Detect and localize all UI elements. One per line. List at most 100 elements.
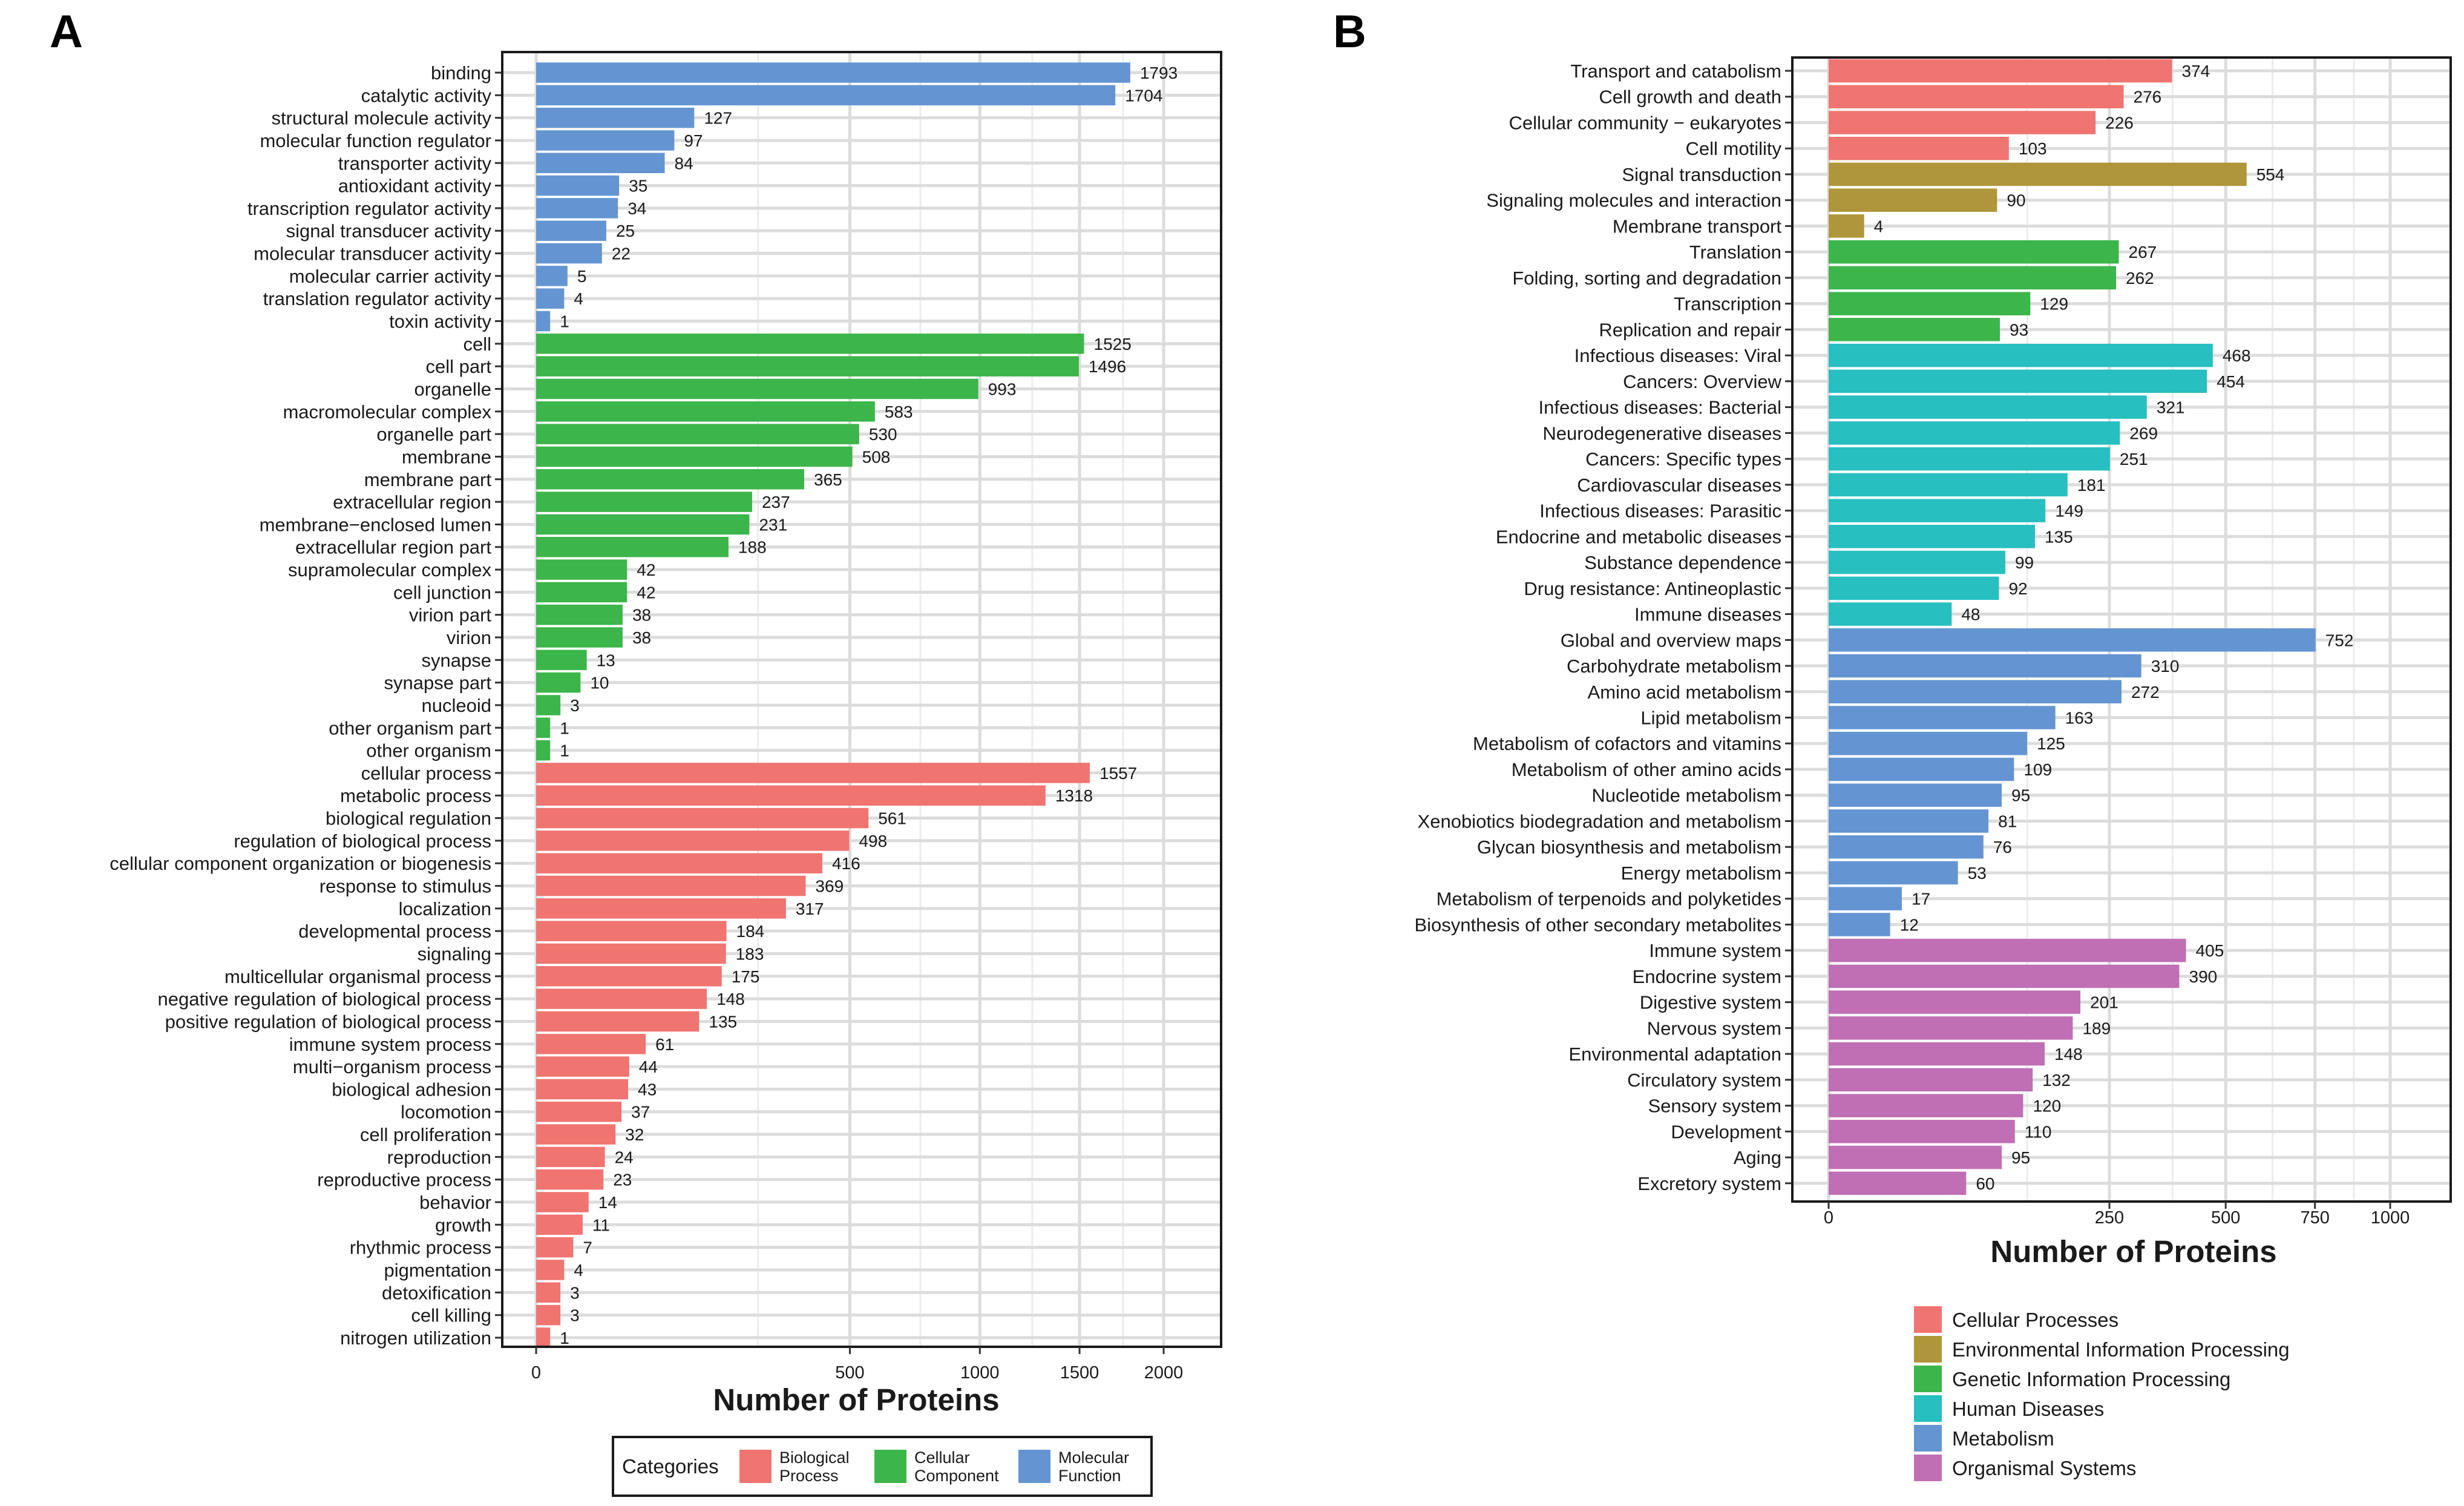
bar-glycan-biosynthesis-and-metabolism bbox=[1829, 835, 1984, 859]
category-label-metabolism-of-terpenoids-and-polyketides: Metabolism of terpenoids and polyketides bbox=[1437, 889, 1781, 910]
value-label-neurodegenerative-diseases: 269 bbox=[2129, 424, 2158, 442]
category-label-cell-junction: cell junction bbox=[393, 582, 491, 603]
category-label-signal-transduction: Signal transduction bbox=[1622, 164, 1781, 185]
value-label-supramolecular-complex: 42 bbox=[637, 561, 655, 579]
bar-positive-regulation-of-biological-process bbox=[536, 1011, 700, 1032]
value-label-replication-and-repair: 93 bbox=[2010, 320, 2028, 339]
bar-cellular-process bbox=[536, 763, 1090, 783]
category-label-membrane-part: membrane part bbox=[364, 469, 492, 490]
value-label-molecular-transducer-activity: 22 bbox=[612, 245, 631, 263]
bar-nucleoid bbox=[536, 695, 561, 715]
category-label-transport-and-catabolism: Transport and catabolism bbox=[1570, 61, 1781, 82]
value-label-cell-motility: 103 bbox=[2019, 139, 2047, 158]
bar-biosynthesis-of-other-secondary-metabolites bbox=[1829, 913, 1890, 936]
value-label-cell-growth-and-death: 276 bbox=[2134, 88, 2162, 107]
value-label-pigmentation: 4 bbox=[574, 1261, 583, 1280]
category-label-catalytic-activity: catalytic activity bbox=[361, 85, 492, 106]
value-label-drug-resistance-antineoplastic: 92 bbox=[2008, 579, 2027, 598]
value-label-behavior: 14 bbox=[598, 1193, 617, 1212]
bar-circulatory-system bbox=[1829, 1068, 2033, 1092]
value-label-global-and-overview-maps: 752 bbox=[2325, 631, 2354, 649]
value-label-transcription-regulator-activity: 34 bbox=[627, 199, 646, 218]
category-label-positive-regulation-of-biological-process: positive regulation of biological proces… bbox=[165, 1011, 491, 1032]
bar-immune-diseases bbox=[1829, 602, 1952, 626]
category-label-nucleoid: nucleoid bbox=[422, 695, 491, 716]
bar-organelle bbox=[536, 378, 978, 400]
bar-cancers-specific-types bbox=[1829, 447, 2110, 471]
category-label-nucleotide-metabolism: Nucleotide metabolism bbox=[1591, 785, 1781, 806]
value-label-endocrine-system: 390 bbox=[2189, 967, 2218, 986]
category-label-locomotion: locomotion bbox=[401, 1102, 491, 1123]
legend-label-molecular-function: Molecular bbox=[1058, 1448, 1129, 1467]
value-label-response-to-stimulus: 369 bbox=[815, 877, 844, 896]
value-label-excretory-system: 60 bbox=[1976, 1174, 1994, 1193]
value-label-metabolism-of-cofactors-and-vitamins: 125 bbox=[2037, 734, 2065, 753]
category-label-global-and-overview-maps: Global and overview maps bbox=[1561, 630, 1781, 651]
bar-growth bbox=[536, 1214, 583, 1235]
value-label-xenobiotics-biodegradation-and-metabolism: 81 bbox=[1998, 812, 2017, 830]
category-label-supramolecular-complex: supramolecular complex bbox=[288, 559, 491, 580]
value-label-cellular-community-eukaryotes: 226 bbox=[2105, 113, 2134, 132]
bar-metabolic-process bbox=[536, 785, 1046, 806]
value-label-metabolism-of-other-amino-acids: 109 bbox=[2023, 760, 2052, 779]
value-label-cell: 1525 bbox=[1094, 335, 1132, 353]
value-label-carbohydrate-metabolism: 310 bbox=[2151, 657, 2180, 676]
value-label-membrane-enclosed-lumen: 231 bbox=[759, 515, 787, 534]
category-label-lipid-metabolism: Lipid metabolism bbox=[1640, 708, 1781, 729]
category-label-cell-proliferation: cell proliferation bbox=[360, 1124, 491, 1145]
bar-cell-motility bbox=[1829, 136, 2009, 160]
value-label-rhythmic-process: 7 bbox=[583, 1238, 592, 1257]
category-label-cell-part: cell part bbox=[425, 356, 491, 377]
value-label-signal-transducer-activity: 25 bbox=[616, 222, 635, 240]
bar-virion bbox=[536, 627, 623, 648]
value-label-immune-system: 405 bbox=[2196, 941, 2224, 960]
x-tick-label-b: 250 bbox=[2095, 1208, 2124, 1228]
legend-swatch-organismal-systems bbox=[1914, 1455, 1942, 1481]
bar-amino-acid-metabolism bbox=[1829, 680, 2122, 704]
value-label-energy-metabolism: 53 bbox=[1968, 864, 1987, 883]
category-label-endocrine-and-metabolic-diseases: Endocrine and metabolic diseases bbox=[1496, 526, 1781, 547]
category-label-synapse-part: synapse part bbox=[384, 672, 492, 694]
category-label-biological-regulation: biological regulation bbox=[326, 808, 491, 829]
bar-metabolism-of-other-amino-acids bbox=[1829, 757, 2014, 781]
x-axis-title-b: Number of Proteins bbox=[1990, 1234, 2276, 1269]
bar-toxin-activity bbox=[536, 311, 551, 332]
value-label-detoxification: 3 bbox=[570, 1283, 580, 1302]
bar-folding-sorting-and-degradation bbox=[1829, 266, 2117, 290]
value-label-folding-sorting-and-degradation: 262 bbox=[2126, 269, 2154, 288]
category-label-nitrogen-utilization: nitrogen utilization bbox=[340, 1327, 491, 1349]
bar-cancers-overview bbox=[1829, 369, 2207, 393]
value-label-cell-junction: 42 bbox=[637, 583, 655, 602]
legend-label-cellular-component: Cellular bbox=[914, 1448, 970, 1467]
category-label-sensory-system: Sensory system bbox=[1648, 1096, 1781, 1117]
bar-organelle-part bbox=[536, 424, 859, 444]
bar-cell-junction bbox=[536, 582, 627, 603]
value-label-transporter-activity: 84 bbox=[675, 154, 693, 173]
bar-reproductive-process bbox=[536, 1169, 604, 1190]
category-label-detoxification: detoxification bbox=[382, 1282, 491, 1303]
category-label-substance-dependence: Substance dependence bbox=[1584, 552, 1781, 573]
value-label-regulation-of-biological-process: 498 bbox=[859, 832, 887, 850]
x-axis-title-a: Number of Proteins bbox=[713, 1383, 999, 1417]
category-label-cell-killing: cell killing bbox=[411, 1305, 491, 1326]
value-label-infectious-diseases-parasitic: 149 bbox=[2055, 502, 2083, 521]
bar-transporter-activity bbox=[536, 153, 665, 174]
category-label-localization: localization bbox=[399, 898, 491, 919]
value-label-synapse: 13 bbox=[597, 651, 615, 669]
value-label-metabolic-process: 1318 bbox=[1055, 786, 1093, 805]
value-label-signaling-molecules-and-interaction: 90 bbox=[2007, 191, 2025, 210]
category-label-molecular-carrier-activity: molecular carrier activity bbox=[289, 266, 492, 287]
value-label-membrane-transport: 4 bbox=[1874, 217, 1884, 235]
bar-neurodegenerative-diseases bbox=[1829, 421, 2120, 445]
category-label-cardiovascular-diseases: Cardiovascular diseases bbox=[1577, 475, 1781, 496]
bar-translation bbox=[1829, 240, 2119, 264]
category-label-multi-organism-process: multi−organism process bbox=[293, 1056, 491, 1077]
legend-swatch-human-diseases bbox=[1914, 1395, 1942, 1422]
x-tick-label-a: 1000 bbox=[960, 1363, 1000, 1383]
x-tick-label-a: 0 bbox=[531, 1363, 541, 1383]
value-label-molecular-function-regulator: 97 bbox=[684, 131, 703, 150]
value-label-signaling: 183 bbox=[736, 944, 764, 963]
category-label-carbohydrate-metabolism: Carbohydrate metabolism bbox=[1567, 656, 1781, 677]
category-label-reproductive-process: reproductive process bbox=[317, 1169, 491, 1191]
